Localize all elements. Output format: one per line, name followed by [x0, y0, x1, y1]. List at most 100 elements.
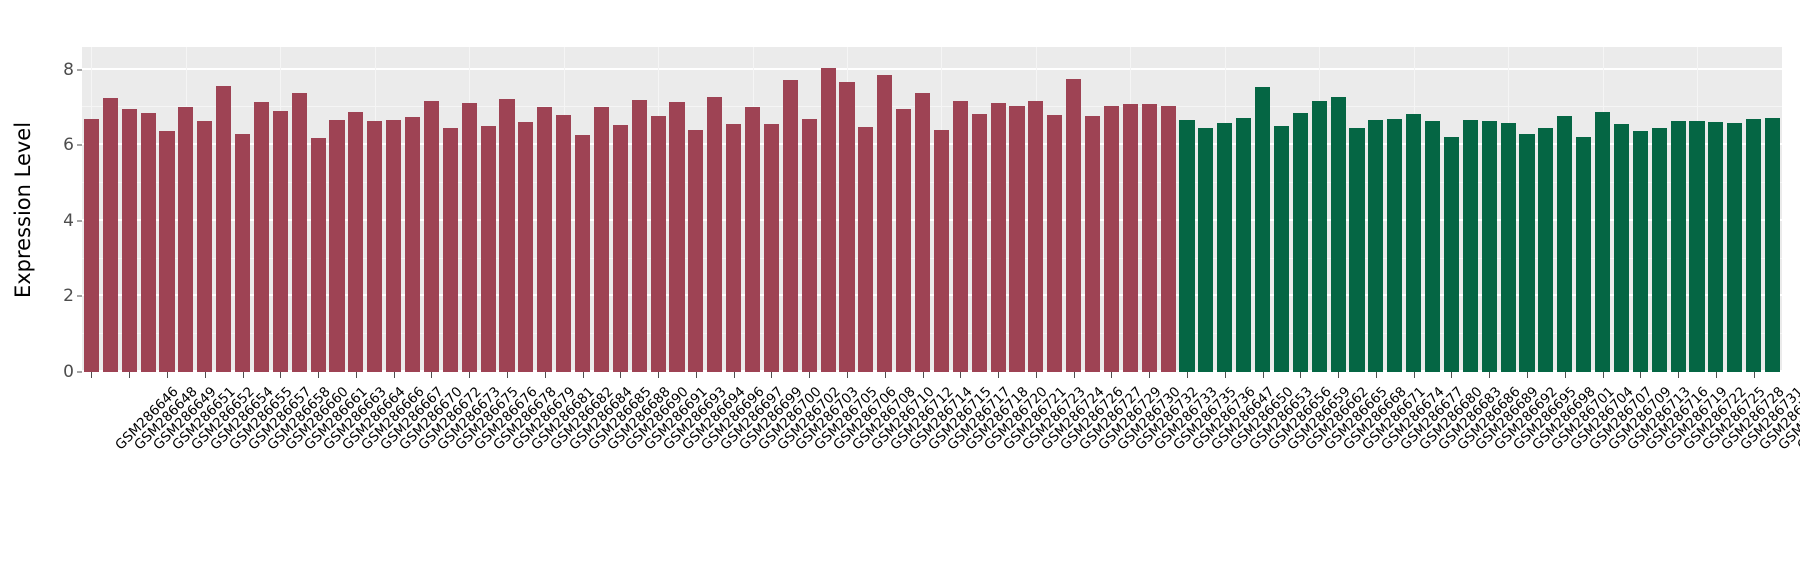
bar[interactable] — [310, 138, 326, 372]
bar[interactable] — [1519, 133, 1535, 372]
bar[interactable] — [688, 130, 704, 372]
bar[interactable] — [669, 101, 685, 372]
bar[interactable] — [707, 96, 723, 372]
bar[interactable] — [253, 101, 269, 372]
bar[interactable] — [1273, 126, 1289, 372]
bar[interactable] — [291, 93, 307, 372]
bar[interactable] — [1028, 100, 1044, 372]
bar[interactable] — [1236, 117, 1252, 372]
bar[interactable] — [858, 127, 874, 372]
bar[interactable] — [556, 115, 572, 372]
bar[interactable] — [1311, 100, 1327, 372]
bar[interactable] — [1406, 114, 1422, 372]
bar[interactable] — [216, 85, 232, 372]
bar[interactable] — [1368, 119, 1384, 372]
bar[interactable] — [442, 127, 458, 372]
bar[interactable] — [1443, 136, 1459, 372]
bar[interactable] — [726, 124, 742, 372]
bar[interactable] — [423, 100, 439, 372]
bar[interactable] — [1198, 128, 1214, 372]
bar[interactable] — [990, 102, 1006, 372]
bar[interactable] — [1538, 127, 1554, 372]
bar[interactable] — [896, 109, 912, 372]
bar[interactable] — [1670, 121, 1686, 372]
bar[interactable] — [1122, 103, 1138, 372]
bar[interactable] — [159, 131, 175, 372]
bar[interactable] — [933, 130, 949, 372]
bar[interactable] — [140, 113, 156, 372]
bar[interactable] — [1103, 105, 1119, 372]
gridline-major-horizontal — [82, 218, 1782, 221]
bar[interactable] — [801, 118, 817, 372]
bar[interactable] — [1557, 115, 1573, 372]
bar[interactable] — [1292, 113, 1308, 372]
bar[interactable] — [367, 121, 383, 372]
bar[interactable] — [952, 100, 968, 372]
bar[interactable] — [1689, 120, 1705, 372]
bar[interactable] — [1632, 130, 1648, 372]
bar[interactable] — [1217, 122, 1233, 372]
bar[interactable] — [272, 111, 288, 372]
bar[interactable] — [839, 82, 855, 372]
bar[interactable] — [386, 119, 402, 372]
bar[interactable] — [537, 107, 553, 372]
bar[interactable] — [971, 114, 987, 372]
x-axis-tick-mark — [733, 372, 735, 378]
bar[interactable] — [1330, 96, 1346, 372]
bar[interactable] — [1160, 105, 1176, 372]
bar[interactable] — [83, 118, 99, 372]
bar[interactable] — [197, 121, 213, 372]
y-axis-tick-mark — [77, 220, 82, 222]
bar[interactable] — [1595, 112, 1611, 372]
bar[interactable] — [1481, 120, 1497, 372]
bar[interactable] — [348, 112, 364, 372]
bar[interactable] — [1047, 115, 1063, 372]
bar[interactable] — [1255, 86, 1271, 372]
bar[interactable] — [1387, 118, 1403, 372]
bar[interactable] — [745, 106, 761, 372]
bar[interactable] — [1765, 117, 1781, 372]
x-axis-tick-mark — [1035, 372, 1037, 378]
bar[interactable] — [1708, 121, 1724, 372]
bar[interactable] — [1576, 136, 1592, 372]
gridline-minor-horizontal — [82, 182, 1782, 184]
bar[interactable] — [650, 115, 666, 372]
bar[interactable] — [102, 98, 118, 372]
bar[interactable] — [820, 67, 836, 372]
bar[interactable] — [1141, 103, 1157, 372]
bar[interactable] — [782, 79, 798, 372]
bar[interactable] — [405, 116, 421, 372]
bar[interactable] — [593, 107, 609, 372]
bar[interactable] — [612, 125, 628, 372]
bar[interactable] — [480, 125, 496, 372]
bar[interactable] — [1500, 122, 1516, 372]
bar[interactable] — [575, 134, 591, 372]
bar[interactable] — [1462, 119, 1478, 372]
x-axis-tick-mark — [998, 372, 1000, 378]
bar[interactable] — [1425, 121, 1441, 372]
bar[interactable] — [329, 119, 345, 372]
bar[interactable] — [1613, 124, 1629, 372]
bar[interactable] — [178, 107, 194, 372]
bar[interactable] — [1349, 127, 1365, 372]
bar[interactable] — [763, 124, 779, 372]
bar[interactable] — [518, 121, 534, 372]
bar[interactable] — [1085, 115, 1101, 372]
bar[interactable] — [1009, 105, 1025, 372]
bar[interactable] — [1651, 127, 1667, 372]
bar[interactable] — [499, 99, 515, 372]
y-axis-tick-label: 6 — [63, 135, 74, 156]
bar[interactable] — [1179, 119, 1195, 372]
bar[interactable] — [915, 93, 931, 372]
bar[interactable] — [121, 108, 137, 372]
x-axis-tick-mark — [1375, 372, 1377, 378]
bar[interactable] — [235, 133, 251, 372]
bar[interactable] — [877, 75, 893, 372]
bar[interactable] — [631, 99, 647, 372]
bar[interactable] — [1727, 122, 1743, 372]
x-axis-tick-mark — [1149, 372, 1151, 378]
bar[interactable] — [461, 102, 477, 372]
bar[interactable] — [1746, 118, 1762, 372]
bar[interactable] — [1066, 79, 1082, 372]
